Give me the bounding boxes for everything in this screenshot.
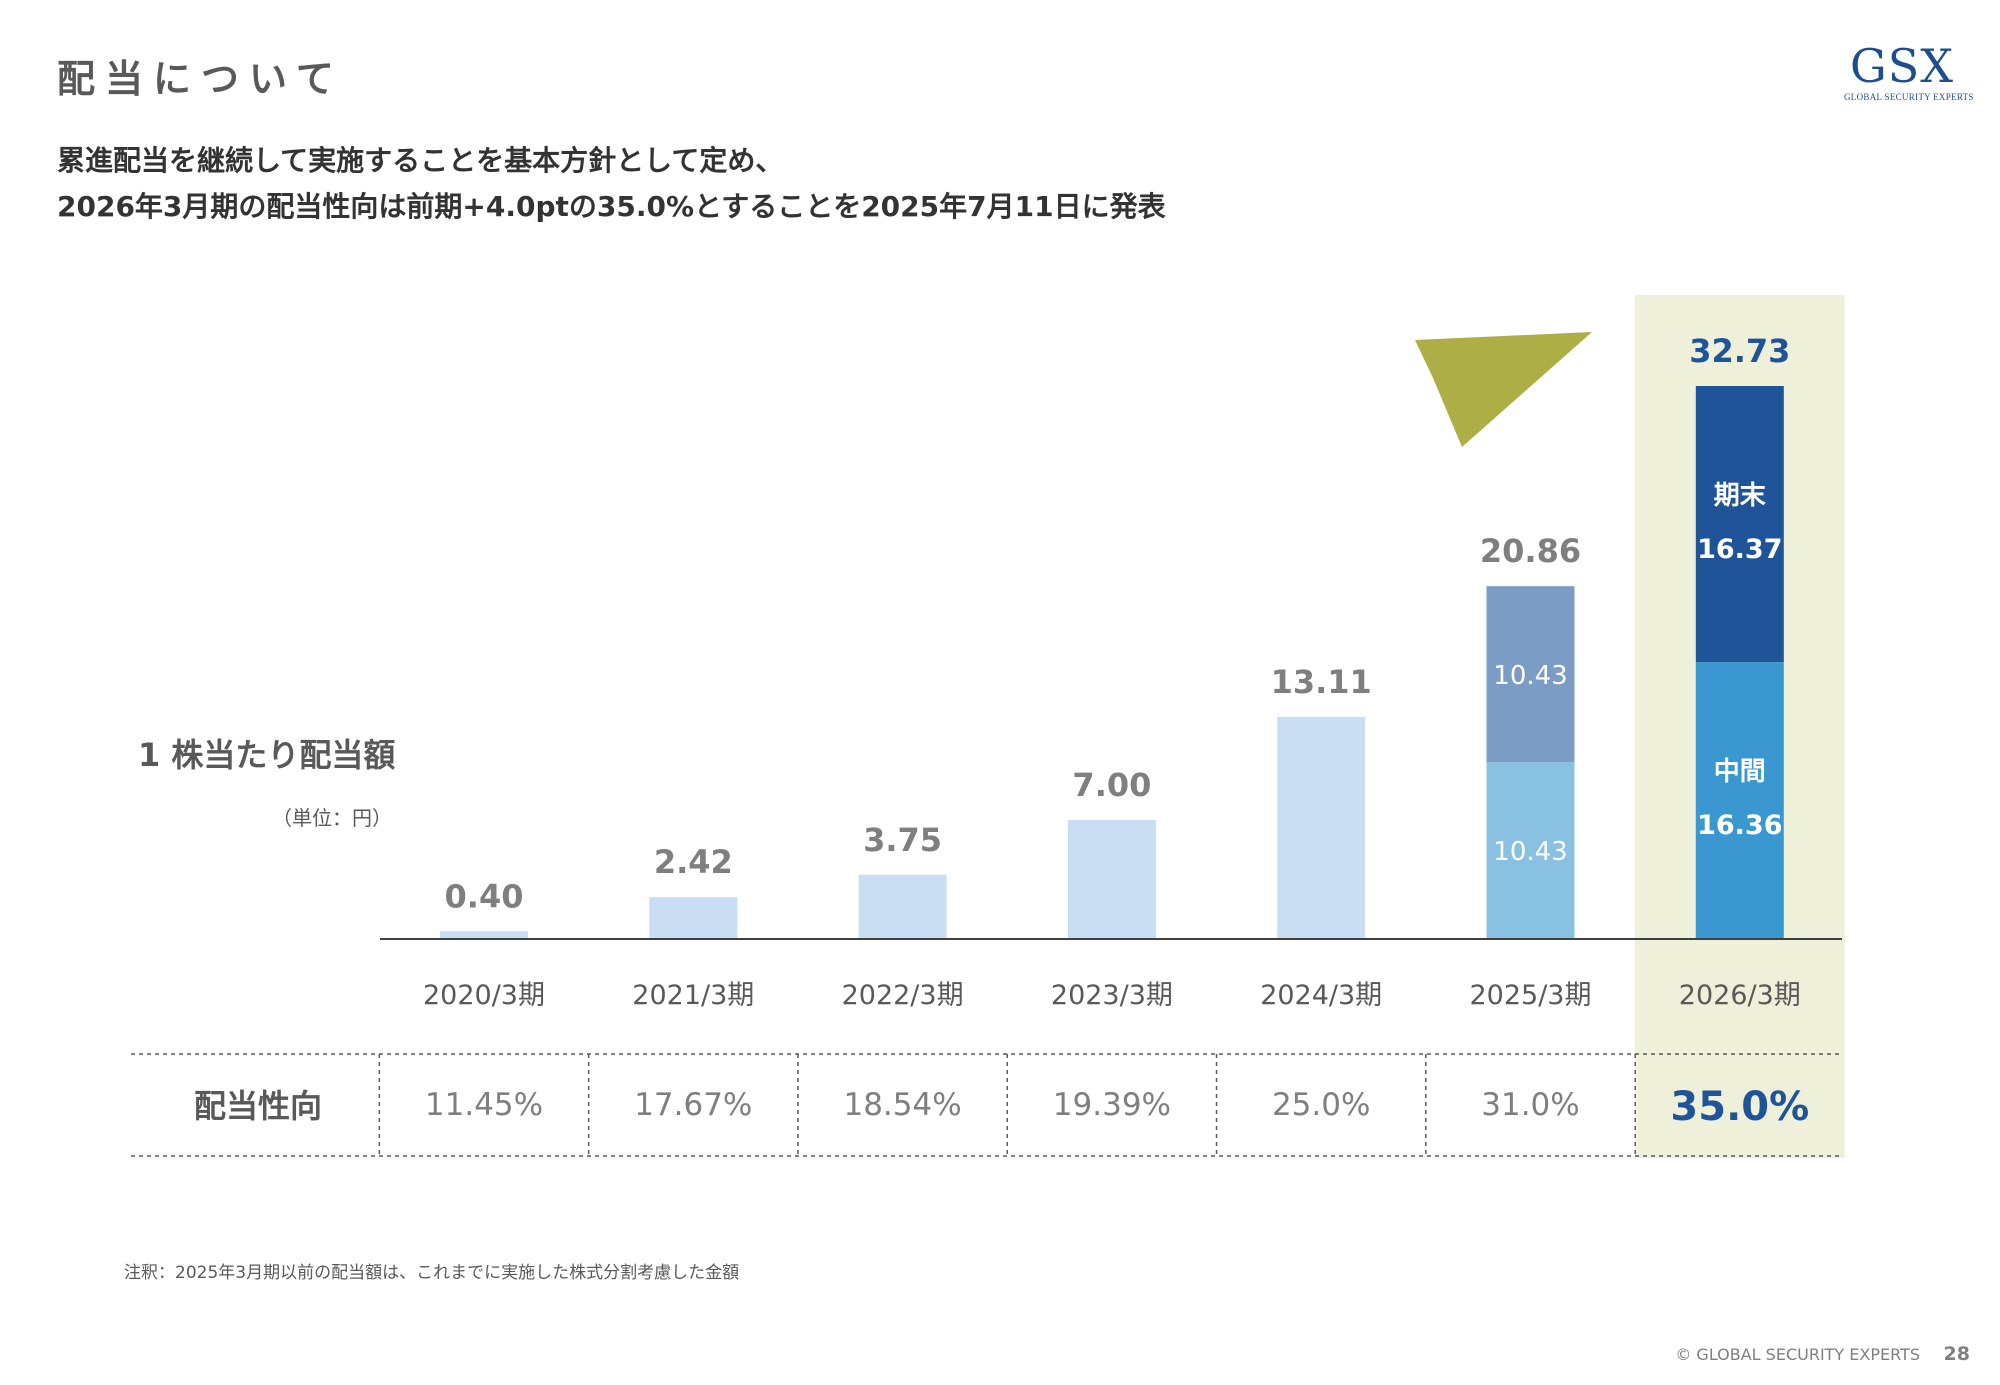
series-name-final: 期末 [1714,481,1767,511]
series-name-interim: 中間 [1714,757,1766,787]
payout-value: 18.54% [843,1087,961,1123]
payout-value: 31.0% [1481,1087,1579,1123]
total-label: 0.40 [445,877,524,915]
bar [649,897,738,938]
total-label: 2.42 [654,843,733,881]
page-title: 配当について [57,57,344,101]
segment-label-final: 10.43 [1493,661,1567,691]
bar [1277,716,1366,938]
logo-wordmark: GSX [1849,39,1954,93]
headline: 累進配当を継続して実施することを基本方針として定め、 2026年3月期の配当性向… [57,138,1166,230]
payout-value: 25.0% [1272,1087,1370,1123]
category-label: 2022/3期 [842,980,964,1011]
payout-value: 35.0% [1670,1084,1809,1130]
category-label: 2026/3期 [1679,980,1801,1011]
payout-value: 19.39% [1053,1087,1171,1123]
gsx-logo: GSX GLOBAL SECURITY EXPERTS [1844,39,1974,102]
total-label: 3.75 [863,821,942,859]
bar-interim [1695,662,1784,938]
payout-value: 11.45% [425,1087,543,1123]
total-label: 32.73 [1689,332,1790,370]
y-axis-unit: （単位：円） [272,806,392,830]
segment-label-interim: 10.43 [1493,837,1567,867]
payout-row-label: 配当性向 [194,1087,322,1125]
category-label: 2023/3期 [1051,980,1173,1011]
payout-value: 17.67% [634,1087,752,1123]
segment-label-final: 16.37 [1697,534,1782,565]
growth-arrow [567,332,1592,843]
y-axis-label: 1 株当たり配当額 [138,736,396,774]
total-label: 13.11 [1271,663,1372,701]
segment-label-interim: 16.36 [1697,810,1782,841]
category-label: 2025/3期 [1470,980,1592,1011]
bar-final [1486,586,1575,763]
category-label: 2020/3期 [423,980,545,1011]
headline-line-2: 2026年3月期の配当性向は前期+4.0ptの35.0%とすることを2025年7… [57,190,1166,223]
total-label: 20.86 [1480,532,1581,570]
bar [1067,819,1156,938]
bar-interim [1486,762,1575,938]
page-number: 28 [1943,1343,1970,1365]
copyright: © GLOBAL SECURITY EXPERTS [1675,1345,1920,1364]
total-label: 7.00 [1072,766,1151,804]
bar [858,874,947,938]
category-label: 2021/3期 [632,980,754,1011]
footnote: 注釈：2025年3月期以前の配当額は、これまでに実施した株式分割考慮した金額 [124,1263,740,1283]
bar-final [1695,386,1784,663]
headline-line-1: 累進配当を継続して実施することを基本方針として定め、 [57,144,784,177]
logo-tagline: GLOBAL SECURITY EXPERTS [1844,92,1974,102]
bar [440,931,528,938]
category-label: 2024/3期 [1260,980,1382,1011]
